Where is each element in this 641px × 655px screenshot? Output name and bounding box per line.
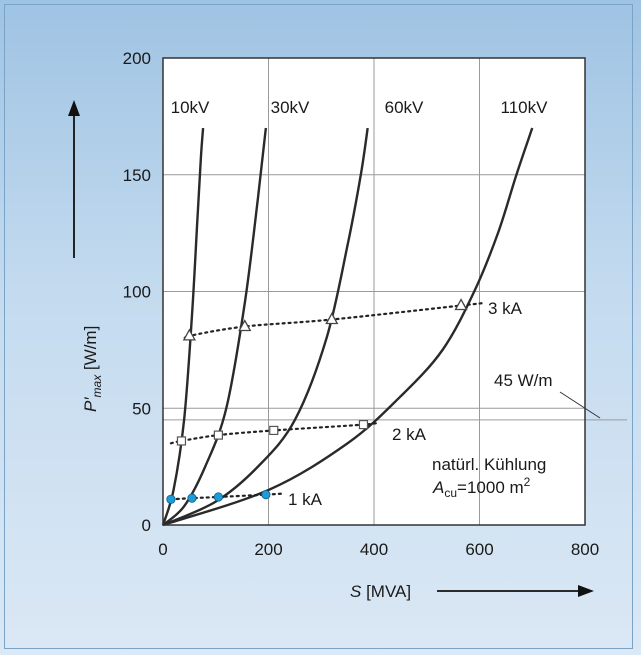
x-tick-label-0: 0 — [158, 540, 167, 559]
reference-leader — [559, 391, 601, 419]
plot-border — [162, 57, 586, 526]
y-axis-arrow-head — [68, 100, 80, 116]
current-label-3kA: 3 kA — [488, 299, 523, 318]
tick-labels: 0 200 400 600 800 0 50 100 150 200 — [123, 49, 600, 559]
marker-1kA-3 — [261, 490, 271, 500]
x-axis-arrow-head — [578, 585, 594, 597]
x-tick-label-800: 800 — [571, 540, 599, 559]
x-tick-label-600: 600 — [465, 540, 493, 559]
series-labels: 10kV 30kV 60kV 110kV 1 kA 2 kA 3 kA — [171, 98, 549, 509]
y-axis-title: P′max [W/m] — [81, 326, 104, 412]
current-lines — [166, 298, 484, 504]
reference-label: 45 W/m — [494, 371, 553, 390]
marker-1kA-0 — [166, 494, 176, 504]
marker-2kA-2 — [269, 425, 279, 436]
cooling-sup: 2 — [524, 475, 531, 489]
y-axis-sub: max — [90, 374, 104, 398]
curve-110kV — [162, 127, 534, 527]
x-tick-label-200: 200 — [254, 540, 282, 559]
series-label-110kV: 110kV — [501, 98, 549, 117]
curve-10kV — [161, 127, 205, 526]
y-tick-label-50: 50 — [132, 399, 151, 418]
series-label-60kV: 60kV — [385, 98, 424, 117]
curve-30kV — [162, 127, 268, 526]
marker-2kA-3 — [358, 419, 369, 430]
marker-3kA-1 — [238, 319, 252, 332]
x-tick-label-400: 400 — [360, 540, 388, 559]
marker-2kA-1 — [213, 430, 223, 440]
series-label-10kV: 10kV — [171, 98, 210, 117]
cooling-label-1: natürl. Kühlung — [432, 455, 546, 474]
plot-area — [161, 57, 627, 527]
y-axis-symbol: P′ — [81, 397, 100, 412]
y-tick-label-150: 150 — [123, 166, 151, 185]
current-label-1kA: 1 kA — [288, 490, 323, 509]
x-axis-unit: [MVA] — [361, 582, 411, 601]
current-label-2kA: 2 kA — [392, 425, 427, 444]
marker-3kA-2 — [325, 312, 339, 325]
cooling-label-2: Acu=1000 m2 — [432, 475, 531, 500]
current-line-2kA — [169, 421, 381, 445]
x-axis-symbol: S — [350, 582, 362, 601]
marker-3kA-3 — [454, 298, 468, 311]
marker-2kA-0 — [176, 436, 187, 446]
series-label-30kV: 30kV — [271, 98, 310, 117]
figure-border — [4, 4, 633, 649]
marker-1kA-1 — [187, 493, 197, 503]
y-axis-unit-text: [W/m] — [81, 326, 100, 370]
cooling-rest: =1000 m — [457, 478, 524, 497]
y-tick-label-200: 200 — [123, 49, 151, 68]
y-tick-label-0: 0 — [142, 516, 151, 535]
y-tick-label-100: 100 — [123, 283, 151, 302]
marker-1kA-2 — [213, 492, 223, 502]
marker-3kA-0 — [182, 328, 196, 341]
x-axis-title: S [MVA] — [350, 582, 411, 601]
cooling-A: A — [432, 478, 444, 497]
cooling-cu: cu — [444, 486, 457, 500]
